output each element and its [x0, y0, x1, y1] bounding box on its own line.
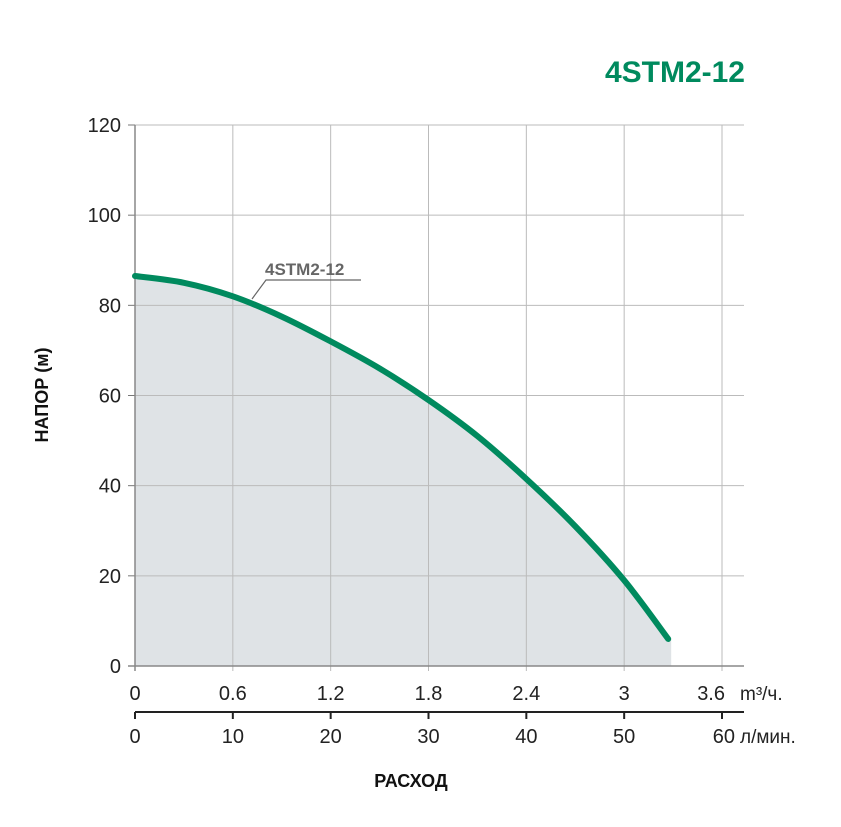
area-fill-layer	[135, 276, 672, 666]
x-tick-label: 0.6	[219, 683, 247, 705]
x-secondary-unit: л/мин.	[740, 727, 796, 748]
x-secondary-tick-label: 10	[222, 726, 244, 748]
x-primary-unit: m³/ч.	[740, 684, 783, 705]
x-tick-label: 3.6	[697, 683, 725, 705]
x-tick-label: 2.4	[512, 683, 540, 705]
axis-layer: 0 20 40 60 80 100 120 0 0.6 1.2 1.8 2.4 3 3.6 m³/ч. 0 10…	[88, 115, 796, 748]
x-secondary-tick-label: 30	[417, 726, 439, 748]
x-axis-title: РАСХОД	[374, 771, 448, 791]
area-fill	[135, 276, 672, 666]
x-secondary-tick-label: 60	[713, 726, 735, 748]
y-axis-title: НАПОР (м)	[32, 347, 52, 442]
y-tick-label: 100	[88, 205, 121, 227]
y-tick-label: 20	[99, 566, 121, 588]
x-secondary-tick-label: 20	[320, 726, 342, 748]
y-tick-label: 60	[99, 386, 121, 408]
x-secondary-tick-label: 50	[613, 726, 635, 748]
x-secondary-tick-label: 0	[129, 726, 140, 748]
series-line-4stm2-12	[132, 273, 672, 642]
chart-title: 4STM2-12	[605, 56, 745, 89]
x-tick-label: 1.8	[415, 683, 443, 705]
y-tick-label: 0	[110, 656, 121, 678]
x-tick-label: 1.2	[317, 683, 345, 705]
label-layer: 4STM2-12	[251, 260, 361, 300]
y-tick-label: 40	[99, 476, 121, 498]
y-tick-label: 120	[88, 115, 121, 137]
y-tick-label: 80	[99, 295, 121, 317]
curve-layer	[132, 273, 672, 642]
series-label: 4STM2-12	[265, 260, 344, 279]
series-label-leader	[251, 279, 361, 300]
x-secondary-tick-label: 40	[515, 726, 537, 748]
x-tick-label: 3	[619, 683, 630, 705]
x-tick-label: 0	[129, 683, 140, 705]
